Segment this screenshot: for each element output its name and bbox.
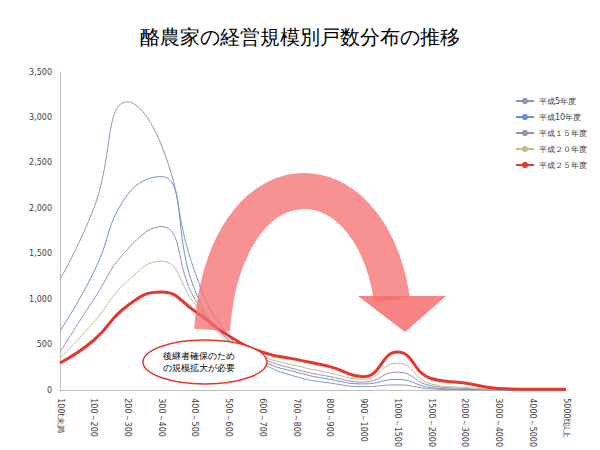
svg-text:800～900: 800～900 (325, 398, 334, 437)
svg-text:酪農家の経営規模別戸数分布の推移: 酪農家の経営規模別戸数分布の推移 (140, 25, 460, 49)
svg-text:100t未満: 100t未満 (56, 398, 65, 432)
svg-text:4000～5000: 4000～5000 (528, 398, 537, 447)
svg-text:2,000: 2,000 (29, 204, 52, 213)
svg-text:500～600: 500～600 (224, 398, 233, 437)
svg-text:平成10年度: 平成10年度 (539, 113, 581, 122)
svg-text:500: 500 (37, 340, 52, 349)
svg-text:600～700: 600～700 (258, 398, 267, 437)
svg-text:1000～1500: 1000～1500 (393, 398, 402, 447)
svg-text:2000～3000: 2000～3000 (460, 398, 469, 447)
svg-text:1500～2000: 1500～2000 (427, 398, 436, 447)
svg-text:平成１５年度: 平成１５年度 (539, 129, 587, 138)
svg-text:3,500: 3,500 (29, 68, 52, 77)
svg-text:平成5年度: 平成5年度 (539, 97, 576, 106)
svg-text:900～1000: 900～1000 (359, 398, 368, 442)
svg-text:700～800: 700～800 (292, 398, 301, 437)
svg-text:平成２０年度: 平成２０年度 (539, 145, 587, 154)
svg-text:後継者確保のため: 後継者確保のため (163, 351, 235, 361)
svg-text:300～400: 300～400 (157, 398, 166, 437)
svg-text:100～200: 100～200 (89, 398, 98, 437)
svg-text:2,500: 2,500 (29, 158, 52, 167)
svg-text:0: 0 (47, 386, 52, 395)
svg-text:1,500: 1,500 (29, 249, 52, 258)
svg-text:3,000: 3,000 (29, 113, 52, 122)
svg-text:3000～4000: 3000～4000 (494, 398, 503, 447)
svg-text:5000t以上: 5000t以上 (562, 398, 571, 438)
svg-text:1,000: 1,000 (29, 295, 52, 304)
svg-text:200～300: 200～300 (123, 398, 132, 437)
svg-text:400～500: 400～500 (190, 398, 199, 437)
svg-text:平成２５年度: 平成２５年度 (539, 161, 587, 170)
svg-text:の規模拡大が必要: の規模拡大が必要 (163, 363, 235, 373)
